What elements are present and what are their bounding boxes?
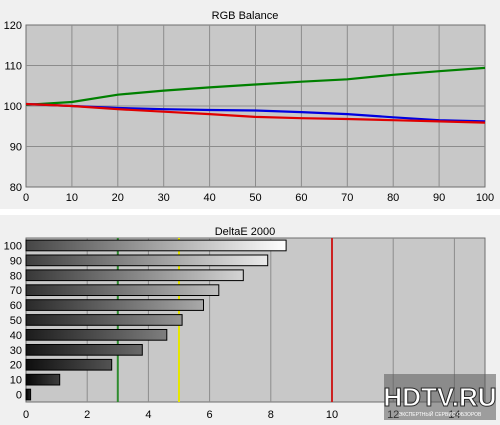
deltae-bar-0 [25,388,32,401]
deltae-y-tick-label: 20 [10,360,22,372]
rgb-series-line-0 [25,66,486,106]
rgb-y-tick-label: 90 [10,142,22,154]
deltae-x-tick-label: 2 [84,409,90,421]
deltae-x-tick-label: 4 [145,409,151,421]
deltae-y-tick-label: 100 [4,241,22,253]
rgb-x-tick-label: 80 [387,192,399,204]
rgb-x-tick-label: 20 [112,192,124,204]
rgb-x-tick-label: 70 [341,192,353,204]
rgb-x-tick-label: 100 [476,192,494,204]
deltae-bars-group [25,239,287,401]
rgb-x-tick-labels: 0 10 20 30 40 50 60 70 80 90 100 [23,192,494,204]
rgb-y-tick-label: 100 [4,101,22,113]
deltae-bar-60 [25,299,204,311]
deltae-bar-100 [25,239,287,252]
deltae-y-tick-label: 30 [10,345,22,357]
rgb-series-group [25,66,486,124]
rgb-x-tick-label: 90 [433,192,445,204]
rgb-x-tick-label: 60 [295,192,307,204]
deltae-y-tick-label: 10 [10,375,22,387]
rgb-x-tick-label: 40 [203,192,215,204]
deltae-x-tick-label: 10 [326,409,338,421]
deltae-bar-70 [25,284,220,296]
deltae-x-tick-label: 0 [23,409,29,421]
rgb-x-tick-label: 50 [249,192,261,204]
rgb-y-tick-labels: 80 90 100 110 120 [4,20,22,194]
deltae-bar-80 [25,269,244,282]
deltae-y-tick-label: 40 [10,330,22,342]
rgb-y-tick-label: 80 [10,182,22,194]
rgb-chart-title: RGB Balance [212,10,279,22]
deltae-bar-50 [25,314,183,326]
hdtv-watermark-logo: HDTV.RU ЭКСПЕРТНЫЙ СЕРВИС ОБЗОРОВ [384,374,496,420]
deltae-y-tick-label: 80 [10,270,22,282]
rgb-y-tick-label: 110 [4,61,22,73]
deltae-bar-30 [25,344,143,356]
deltae-bar-10 [25,373,61,386]
deltae-y-tick-label: 50 [10,315,22,327]
deltae-y-tick-label: 90 [10,255,22,267]
deltae-y-tick-label: 60 [10,300,22,312]
rgb-series-line-2 [25,102,486,124]
deltae-x-tick-label: 6 [207,409,213,421]
deltae-y-tick-label: 70 [10,285,22,297]
rgb-x-tick-label: 30 [158,192,170,204]
panel-divider [0,209,500,215]
rgb-x-tick-label: 0 [23,192,29,204]
deltae-bar-90 [25,254,269,267]
deltae-bar-40 [25,329,168,341]
rgb-x-tick-label: 10 [66,192,78,204]
deltae-y-tick-label: 0 [16,390,22,402]
watermark-subtext: ЭКСПЕРТНЫЙ СЕРВИС ОБЗОРОВ [399,410,482,418]
deltae-x-tick-label: 8 [268,409,274,421]
deltae-bar-20 [25,358,113,371]
rgb-y-tick-label: 120 [4,20,22,32]
watermark-text: HDTV.RU [384,382,496,412]
deltae-chart-title: DeltaE 2000 [215,226,276,238]
